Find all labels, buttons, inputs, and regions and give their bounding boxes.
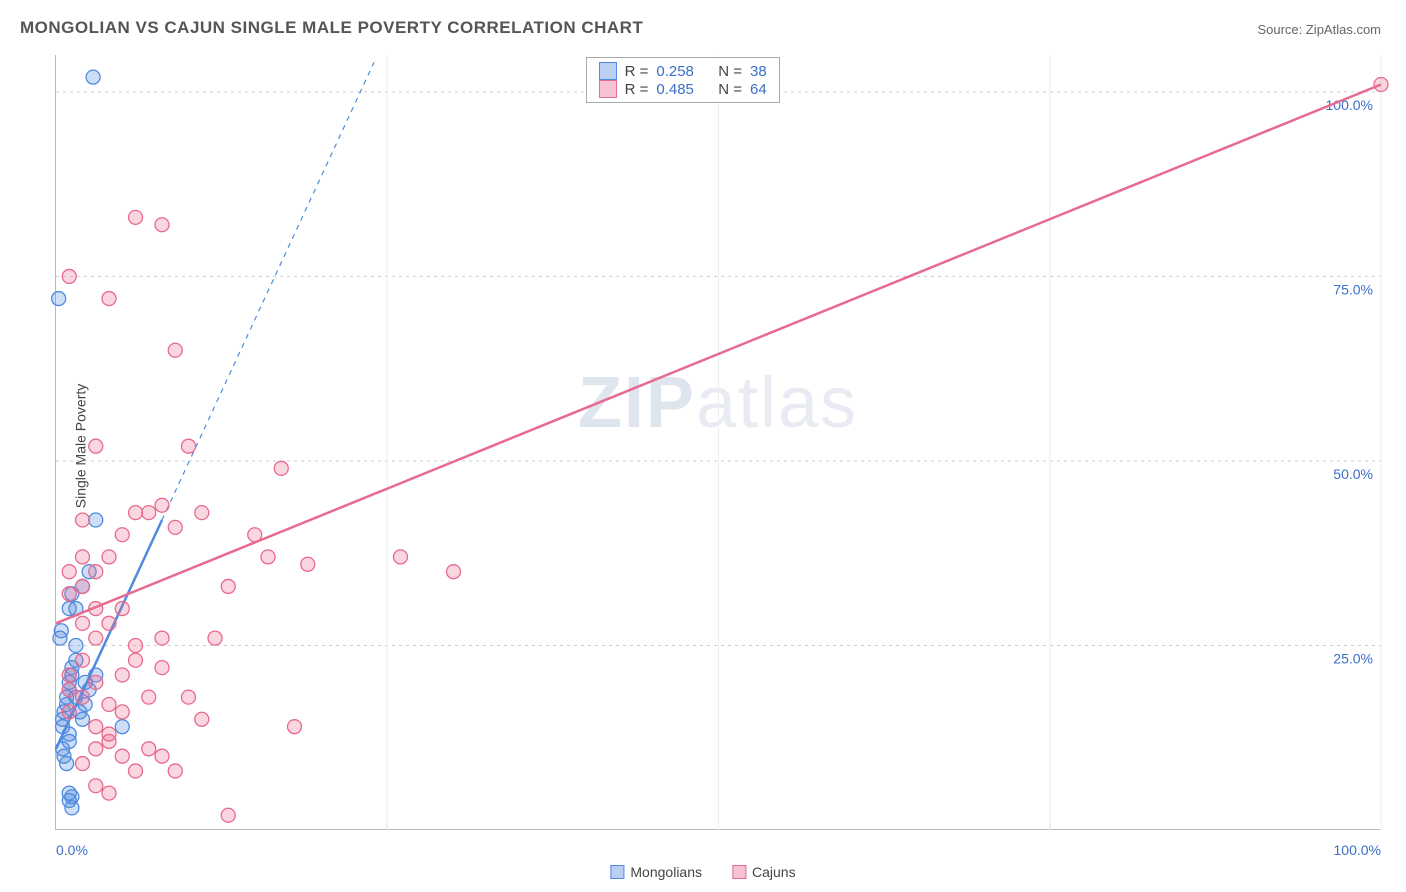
stats-row: R = 0.258 N = 38: [599, 62, 767, 80]
data-point: [62, 705, 76, 719]
legend-swatch: [610, 865, 624, 879]
data-point: [168, 520, 182, 534]
data-point: [52, 292, 66, 306]
stats-swatch: [599, 62, 617, 80]
stats-n-label: N =: [718, 63, 742, 80]
data-point: [76, 616, 90, 630]
data-point: [89, 779, 103, 793]
data-point: [62, 565, 76, 579]
data-point: [76, 690, 90, 704]
data-point: [155, 218, 169, 232]
data-point: [76, 513, 90, 527]
legend-label: Mongolians: [630, 864, 702, 880]
data-point: [182, 690, 196, 704]
x-tick-left: 0.0%: [56, 842, 88, 858]
data-point: [62, 683, 76, 697]
data-point: [115, 749, 129, 763]
data-point: [89, 631, 103, 645]
y-tick-label: 25.0%: [1333, 650, 1373, 666]
data-point: [89, 675, 103, 689]
stats-n-label: N =: [718, 81, 742, 98]
data-point: [65, 790, 79, 804]
legend-item: Cajuns: [732, 864, 796, 880]
data-point: [195, 506, 209, 520]
data-point: [129, 764, 143, 778]
data-point: [155, 661, 169, 675]
data-point: [394, 550, 408, 564]
data-point: [76, 757, 90, 771]
data-point: [129, 638, 143, 652]
legend-label: Cajuns: [752, 864, 796, 880]
data-point: [129, 653, 143, 667]
stats-swatch: [599, 80, 617, 98]
data-point: [115, 528, 129, 542]
plot-area: ZIPatlas 25.0%50.0%75.0%100.0%0.0%100.0%…: [55, 55, 1380, 830]
legend-item: Mongolians: [610, 864, 702, 880]
chart-container: MONGOLIAN VS CAJUN SINGLE MALE POVERTY C…: [0, 0, 1406, 892]
data-point: [89, 720, 103, 734]
data-point: [89, 439, 103, 453]
data-point: [168, 343, 182, 357]
data-point: [115, 668, 129, 682]
data-point: [221, 579, 235, 593]
data-point: [60, 757, 74, 771]
data-point: [274, 461, 288, 475]
data-point: [142, 506, 156, 520]
data-point: [155, 631, 169, 645]
data-point: [69, 638, 83, 652]
data-point: [76, 550, 90, 564]
stats-r-label: R =: [625, 63, 649, 80]
data-point: [62, 587, 76, 601]
data-point: [142, 742, 156, 756]
y-tick-label: 50.0%: [1333, 466, 1373, 482]
data-point: [115, 705, 129, 719]
data-point: [54, 624, 68, 638]
y-tick-label: 75.0%: [1333, 281, 1373, 297]
stats-row: R = 0.485 N = 64: [599, 80, 767, 98]
data-point: [142, 690, 156, 704]
legend-swatch: [732, 865, 746, 879]
data-point: [102, 727, 116, 741]
data-point: [62, 668, 76, 682]
data-point: [447, 565, 461, 579]
data-point: [102, 698, 116, 712]
data-point: [261, 550, 275, 564]
chart-title: MONGOLIAN VS CAJUN SINGLE MALE POVERTY C…: [20, 18, 643, 38]
data-point: [155, 749, 169, 763]
data-point: [155, 498, 169, 512]
data-point: [102, 550, 116, 564]
data-point: [301, 557, 315, 571]
data-point: [195, 712, 209, 726]
data-point: [76, 653, 90, 667]
data-point: [89, 513, 103, 527]
data-point: [89, 742, 103, 756]
source-attribution: Source: ZipAtlas.com: [1257, 22, 1381, 37]
data-point: [208, 631, 222, 645]
data-point: [221, 808, 235, 822]
data-point: [62, 269, 76, 283]
legend-bottom: Mongolians Cajuns: [610, 864, 795, 880]
data-point: [115, 720, 129, 734]
data-point: [129, 210, 143, 224]
data-point: [102, 616, 116, 630]
stats-n-value: 64: [750, 81, 767, 98]
data-point: [102, 292, 116, 306]
data-point: [115, 602, 129, 616]
data-point: [168, 764, 182, 778]
stats-legend: R = 0.258 N = 38 R = 0.485 N = 64: [586, 57, 780, 103]
data-point: [76, 579, 90, 593]
stats-r-value: 0.258: [656, 63, 694, 80]
stats-r-value: 0.485: [656, 81, 694, 98]
stats-r-label: R =: [625, 81, 649, 98]
data-point: [89, 565, 103, 579]
data-point: [129, 506, 143, 520]
data-point: [182, 439, 196, 453]
plot-svg: 25.0%50.0%75.0%100.0%0.0%100.0%: [56, 55, 1380, 829]
data-point: [86, 70, 100, 84]
data-point: [288, 720, 302, 734]
stats-n-value: 38: [750, 63, 767, 80]
data-point: [102, 786, 116, 800]
x-tick-right: 100.0%: [1334, 842, 1381, 858]
